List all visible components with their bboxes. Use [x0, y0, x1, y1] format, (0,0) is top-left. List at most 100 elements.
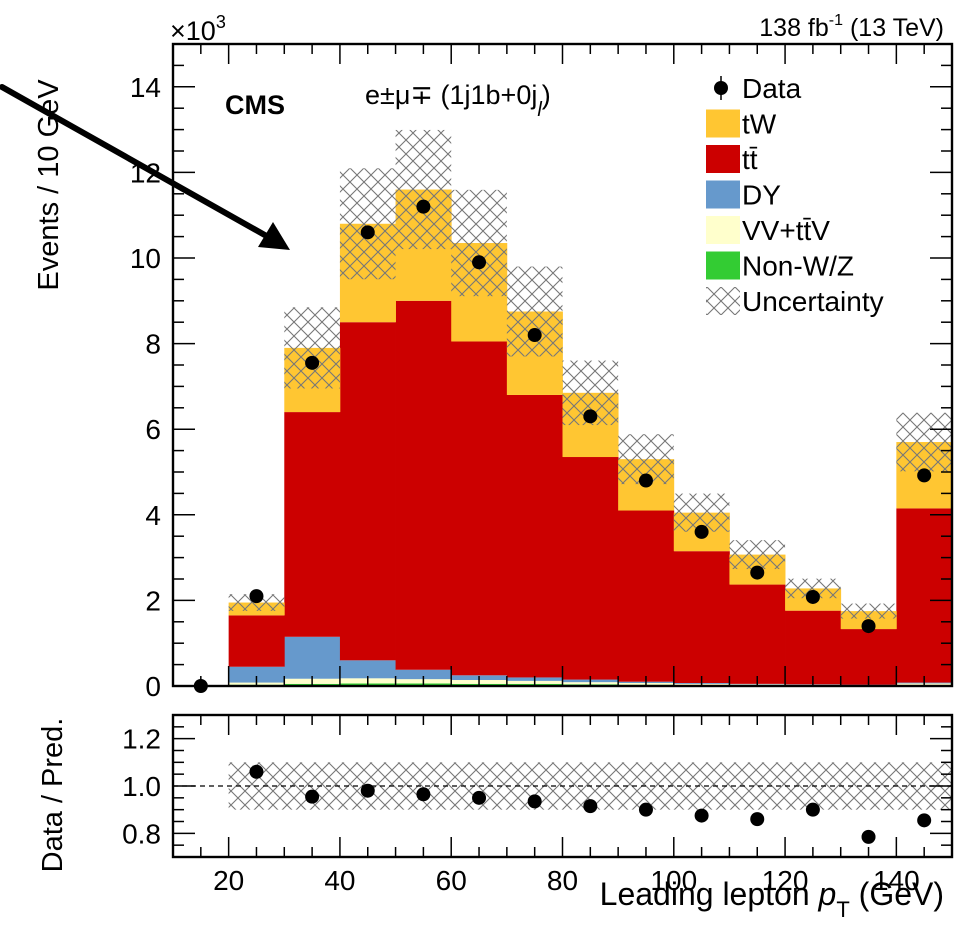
ratio-y-axis: 0.8 1.0 1.2 [122, 714, 952, 858]
data-point [917, 468, 932, 483]
cms-label: CMS [225, 90, 285, 120]
data-points [193, 199, 932, 693]
bar-tt- [785, 610, 842, 685]
data-point [249, 589, 264, 604]
data-point [472, 255, 487, 270]
ratio-point [805, 802, 820, 817]
data-point [527, 328, 542, 343]
x-tick-label: 60 [436, 865, 467, 896]
y-tick-label: 10 [130, 243, 161, 274]
uncertainty-hatch [451, 189, 507, 297]
legend-swatch [706, 180, 740, 209]
ratio-y-tick-label: 1.0 [122, 771, 161, 802]
legend-swatch [706, 216, 740, 244]
y-tick-label: 2 [145, 585, 161, 616]
legend-swatch [706, 109, 740, 138]
ratio-x-axis: 20 40 60 80 100 120 140 [172, 715, 953, 896]
legend-label: Non-W/Z [742, 251, 854, 282]
ratio-point [694, 808, 709, 823]
ratio-y-tick-label: 1.2 [122, 724, 161, 755]
bar-tt- [451, 341, 508, 676]
data-point [805, 589, 820, 604]
ratio-point [416, 787, 431, 802]
legend-label: Data [742, 73, 802, 104]
annotation-arrow [0, 84, 290, 250]
data-point [638, 473, 653, 488]
x-tick-label: 20 [213, 865, 244, 896]
y-tick-label: 6 [145, 414, 161, 445]
bar-dy [284, 636, 341, 679]
x-tick-label: 140 [873, 865, 920, 896]
legend-swatch-uncertainty [706, 287, 740, 315]
bar-tt- [228, 615, 285, 667]
bar-dy [339, 660, 396, 679]
x-tick-label: 120 [762, 865, 809, 896]
uncertainty-hatch [339, 168, 396, 280]
bar-tt- [618, 510, 675, 682]
uncertainty-hatch [896, 412, 952, 472]
ratio-point [527, 794, 542, 809]
bar-tt- [673, 551, 730, 684]
bar-tt- [562, 457, 619, 680]
data-point [694, 524, 709, 539]
uncertainty-hatch [506, 266, 563, 357]
legend-label: tt̄ [742, 144, 758, 175]
legend-swatch [706, 145, 740, 173]
ratio-point [472, 790, 487, 805]
uncertainty-hatch [395, 129, 452, 250]
y-tick-label: 8 [145, 329, 161, 360]
data-point [750, 565, 765, 580]
legend-label: VV+tt̄V [742, 215, 830, 246]
legend: Data tW tt̄ DY VV+tt̄V Non-W/Z Uncertainty [706, 73, 884, 317]
bar-tt- [506, 394, 563, 678]
data-point [583, 409, 598, 424]
legend-marker-data [714, 81, 728, 95]
arrow-head [258, 222, 290, 250]
bar-tt- [395, 300, 452, 670]
ratio-point [360, 783, 375, 798]
ratio-y-axis-label: Data / Pred. [37, 718, 69, 873]
data-point [360, 225, 375, 240]
bar-tt- [729, 584, 786, 684]
arrow-shaft [0, 84, 273, 241]
y-tick-label: 14 [130, 72, 161, 103]
ratio-point [750, 812, 765, 827]
ratio-points [249, 764, 932, 844]
main-x-ticks [172, 44, 953, 686]
lumi-label: 138 fb-1 (13 TeV) [759, 12, 944, 42]
uncertainty-hatch [785, 578, 841, 599]
data-point [861, 619, 876, 634]
uncertainty-band [228, 129, 952, 619]
y-tick-label: 0 [145, 671, 161, 702]
legend-swatch [706, 251, 740, 280]
ratio-point [861, 829, 876, 844]
uncertainty-hatch [284, 307, 340, 389]
bar-tt- [339, 322, 396, 661]
data-point [416, 199, 431, 214]
bar-tt- [840, 629, 897, 685]
y-tick-label: 4 [145, 500, 161, 531]
bar-tt- [284, 412, 341, 637]
y-multiplier: ×103 [170, 12, 226, 46]
legend-label: Uncertainty [742, 286, 884, 317]
ratio-point [638, 802, 653, 817]
uncertainty-hatch [729, 540, 786, 570]
data-point [305, 355, 320, 370]
x-axis-label: Leading lepton pT (GeV) [600, 876, 944, 922]
x-tick-label: 40 [324, 865, 355, 896]
ratio-point [583, 799, 598, 814]
channel-label: e±μ∓ (1j1b+0jl) [365, 80, 551, 121]
ratio-y-tick-label: 0.8 [122, 818, 161, 849]
legend-label: DY [742, 180, 781, 211]
bar-tt- [896, 508, 952, 683]
bar-dy [395, 669, 452, 680]
bar-dy [228, 666, 285, 683]
ratio-point [249, 764, 264, 779]
ratio-point [305, 789, 320, 804]
ratio-point [917, 813, 932, 828]
x-tick-label: 100 [650, 865, 697, 896]
uncertainty-hatch [840, 603, 897, 619]
